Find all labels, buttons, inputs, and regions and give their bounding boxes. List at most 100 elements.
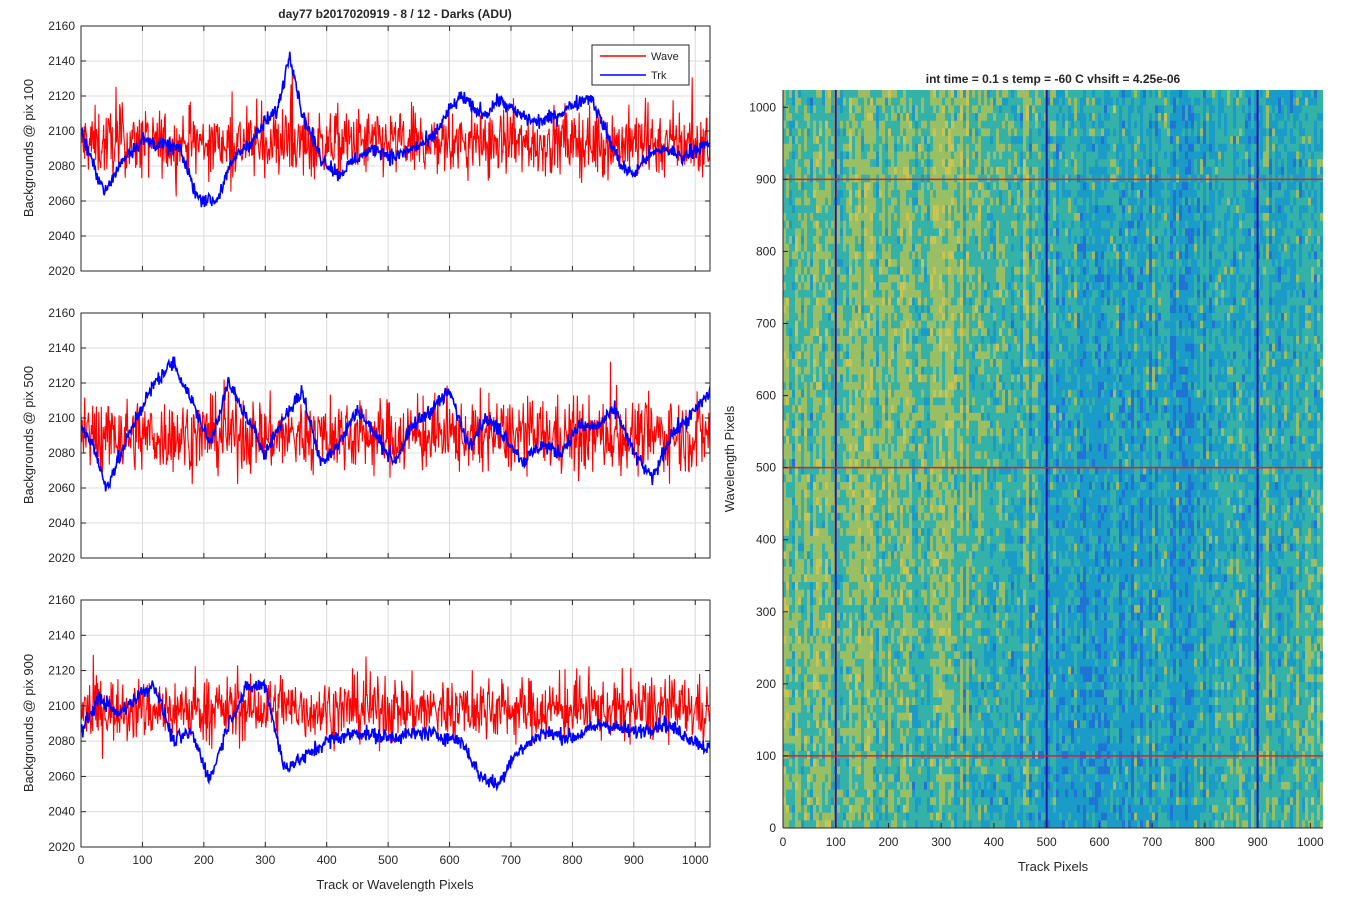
heatmap-cell bbox=[825, 597, 829, 606]
heatmap-cell bbox=[837, 213, 841, 222]
heatmap-cell bbox=[801, 789, 805, 798]
heatmap-cell bbox=[825, 90, 829, 99]
heatmap-cell bbox=[912, 374, 916, 383]
heatmap-cell bbox=[900, 343, 904, 352]
heatmap-cell bbox=[927, 420, 931, 429]
heatmap-cell bbox=[870, 389, 874, 398]
heatmap-cell bbox=[831, 182, 835, 191]
heatmap-cell bbox=[822, 758, 826, 767]
heatmap-cell bbox=[861, 405, 865, 414]
heatmap-cell bbox=[909, 512, 913, 521]
heatmap-cell bbox=[888, 789, 892, 798]
heatmap-cell bbox=[810, 689, 814, 698]
heatmap-cell bbox=[864, 612, 868, 621]
heatmap-cell bbox=[927, 720, 931, 729]
heatmap-cell bbox=[861, 582, 865, 591]
heatmap-cell bbox=[864, 359, 868, 368]
heatmap-cell bbox=[882, 120, 886, 129]
heatmap-cell bbox=[912, 666, 916, 675]
heatmap-cell bbox=[894, 635, 898, 644]
heatmap-cell bbox=[885, 189, 889, 199]
heatmap-cell bbox=[900, 143, 904, 152]
heatmap-cell bbox=[912, 174, 916, 183]
heatmap-cell bbox=[831, 174, 835, 183]
heatmap-cell bbox=[903, 205, 907, 214]
heatmap-cell bbox=[876, 489, 880, 498]
heatmap-cell bbox=[906, 766, 910, 775]
heatmap-cell bbox=[801, 474, 805, 483]
x-tick-label: 100 bbox=[132, 853, 152, 867]
y-tick-label: 2100 bbox=[48, 699, 75, 713]
heatmap-cell bbox=[792, 605, 796, 614]
heatmap-cell bbox=[843, 781, 847, 790]
y-tick-label: 2080 bbox=[48, 159, 75, 173]
heatmap-cell bbox=[876, 405, 880, 414]
heatmap-cell bbox=[819, 789, 823, 798]
heatmap-cell bbox=[882, 812, 886, 821]
heatmap-cell bbox=[921, 182, 925, 191]
heatmap-cell bbox=[852, 812, 856, 821]
heatmap-cell bbox=[867, 466, 871, 475]
heatmap-cell bbox=[918, 497, 922, 506]
heatmap-cell bbox=[849, 535, 853, 544]
heatmap-cell bbox=[870, 297, 874, 306]
heatmap-cell bbox=[912, 113, 916, 122]
heatmap-cell bbox=[807, 643, 811, 652]
heatmap-cell bbox=[912, 405, 916, 414]
heatmap-cell bbox=[828, 128, 832, 137]
heatmap-cell bbox=[819, 574, 823, 583]
heatmap-cell bbox=[891, 143, 895, 152]
axes-frame bbox=[80, 599, 711, 848]
heatmap-cell bbox=[930, 597, 934, 606]
heatmap-cell bbox=[816, 674, 820, 683]
heatmap-cell bbox=[903, 643, 907, 652]
heatmap-cell bbox=[897, 351, 901, 360]
heatmap-cell bbox=[816, 797, 820, 806]
heatmap-cell bbox=[909, 289, 913, 298]
heatmap-cell bbox=[846, 90, 850, 99]
heatmap-cell bbox=[840, 497, 844, 506]
heatmap-cell bbox=[837, 328, 841, 337]
heatmap-cell bbox=[795, 189, 799, 199]
heatmap-cell bbox=[894, 189, 898, 199]
heatmap-cell bbox=[843, 405, 847, 414]
heatmap-cell bbox=[909, 151, 913, 160]
heatmap-cell bbox=[807, 751, 811, 760]
heatmap-cell bbox=[867, 328, 871, 337]
heatmap-cell bbox=[927, 535, 931, 544]
heatmap-cell bbox=[846, 751, 850, 760]
heatmap-cell bbox=[915, 612, 919, 621]
heatmap-cell bbox=[870, 766, 874, 775]
heatmap-cell bbox=[909, 482, 913, 491]
heatmap-cell bbox=[783, 374, 787, 383]
heatmap-cell bbox=[801, 543, 805, 552]
heatmap-cell bbox=[807, 689, 811, 698]
heatmap-cell bbox=[819, 774, 823, 783]
heatmap-cell bbox=[921, 259, 925, 268]
heatmap-cell bbox=[879, 766, 883, 775]
heatmap-cell bbox=[825, 535, 829, 544]
heatmap-cell bbox=[786, 282, 790, 291]
heatmap-cell bbox=[786, 428, 790, 437]
heatmap-cell bbox=[843, 343, 847, 352]
heatmap-cell bbox=[918, 282, 922, 291]
heatmap-cell bbox=[867, 605, 871, 614]
heatmap-cell bbox=[924, 389, 928, 398]
heatmap-cell bbox=[864, 528, 868, 537]
y-tick-label: 2120 bbox=[48, 89, 75, 103]
heatmap-cell bbox=[921, 266, 925, 275]
heatmap-cell bbox=[924, 443, 928, 452]
heatmap-cell bbox=[912, 243, 916, 252]
heatmap-cell bbox=[789, 658, 793, 667]
heatmap-cell bbox=[921, 389, 925, 398]
heatmap-cell bbox=[921, 451, 925, 460]
heatmap-cell bbox=[795, 336, 799, 345]
heatmap-cell bbox=[804, 674, 808, 683]
heatmap-cell bbox=[795, 674, 799, 683]
heatmap-cell bbox=[846, 812, 850, 821]
heatmap-cell bbox=[840, 612, 844, 621]
heatmap-cell bbox=[864, 405, 868, 414]
heatmap-cell bbox=[798, 266, 802, 275]
y-tick-label: 2020 bbox=[48, 840, 75, 854]
heatmap-cell bbox=[882, 328, 886, 337]
